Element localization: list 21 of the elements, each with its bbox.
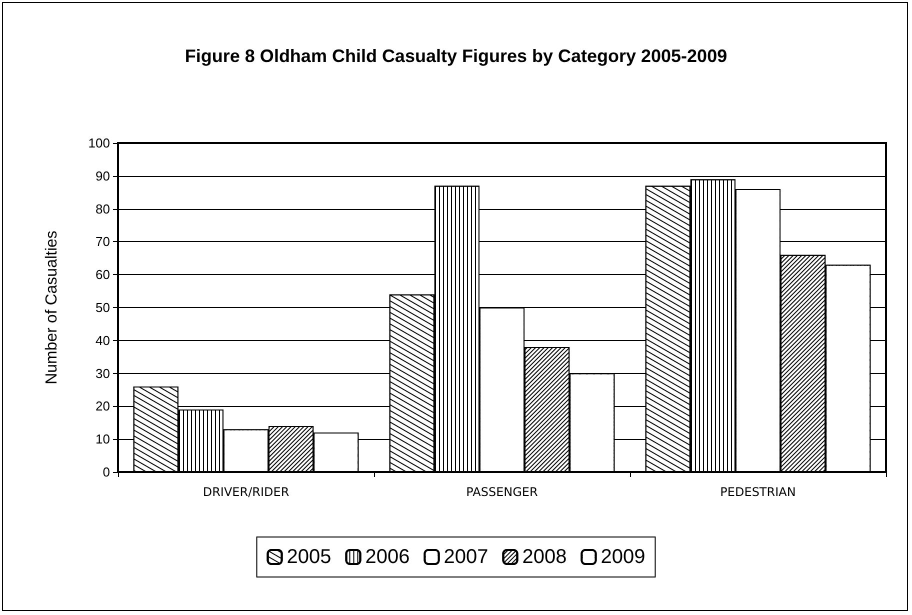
y-tick-label: 40: [96, 332, 110, 348]
y-tick-label: 10: [96, 432, 110, 447]
x-tick-label: PASSENGER: [466, 485, 538, 499]
y-tick-label: 90: [96, 168, 110, 184]
y-tick-label: 60: [96, 267, 110, 282]
y-tick-label: 50: [96, 300, 110, 315]
chart-title: Figure 8 Oldham Child Casualty Figures by Category 2005-2009: [184, 46, 728, 66]
y-tick-label: 30: [96, 366, 110, 381]
legend-label: 2007: [444, 546, 488, 568]
legend-label: 2009: [600, 546, 646, 568]
y-tick-label: 0: [102, 464, 110, 480]
y-tick-label: 20: [96, 398, 110, 414]
y-tick-label: 80: [96, 201, 110, 216]
legend-label: 2006: [365, 546, 410, 568]
y-tick-label: 70: [96, 234, 110, 250]
x-tick-label: PEDESTRIAN: [720, 485, 796, 499]
y-axis-title: Number of Casualties: [44, 230, 60, 384]
legend-label: 2008: [522, 546, 567, 568]
x-tick-label: DRIVER/RIDER: [202, 485, 290, 499]
y-tick-label: 100: [88, 136, 110, 150]
legend-label: 2005: [286, 546, 332, 568]
